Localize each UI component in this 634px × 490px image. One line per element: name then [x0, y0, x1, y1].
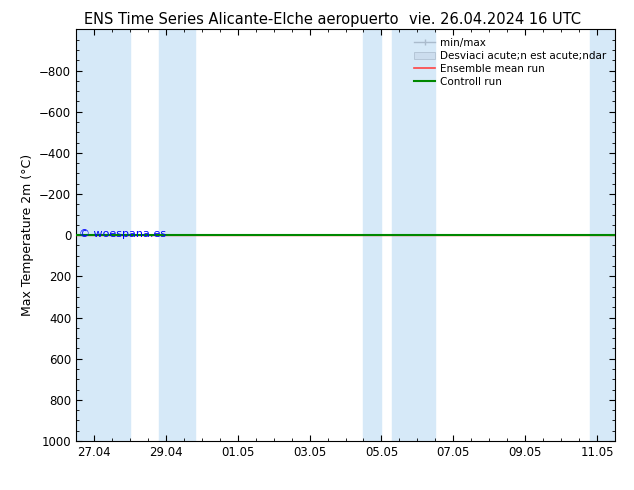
Bar	[363, 29, 382, 441]
Bar	[158, 29, 195, 441]
Bar	[392, 29, 436, 441]
Bar	[76, 29, 130, 441]
Bar	[590, 29, 615, 441]
Text: ENS Time Series Alicante-Elche aeropuerto: ENS Time Series Alicante-Elche aeropuert…	[84, 12, 398, 27]
Y-axis label: Max Temperature 2m (°C): Max Temperature 2m (°C)	[20, 154, 34, 316]
Legend: min/max, Desviaci acute;n est acute;ndar, Ensemble mean run, Controll run: min/max, Desviaci acute;n est acute;ndar…	[411, 35, 610, 90]
Text: vie. 26.04.2024 16 UTC: vie. 26.04.2024 16 UTC	[408, 12, 581, 27]
Text: © woespana.es: © woespana.es	[79, 229, 166, 240]
